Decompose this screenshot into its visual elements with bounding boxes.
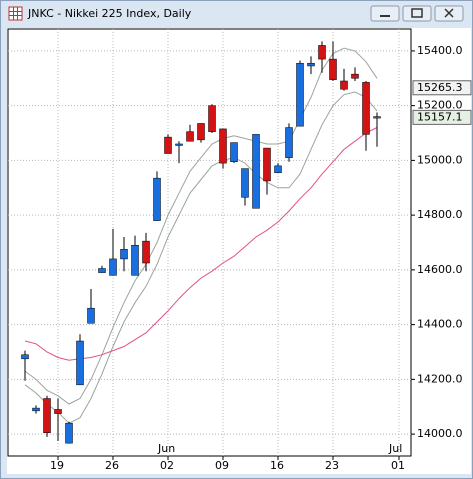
candle-body bbox=[109, 258, 117, 276]
minimize-button[interactable] bbox=[370, 5, 400, 22]
candle-body bbox=[43, 398, 51, 433]
app-icon bbox=[8, 6, 23, 21]
candle-body bbox=[329, 58, 337, 80]
candle-body bbox=[274, 165, 282, 173]
candle-body bbox=[263, 147, 271, 182]
month-label: Jul bbox=[388, 442, 402, 455]
y-tick-label: 15400.0 bbox=[417, 44, 463, 57]
x-tick-label: 01 bbox=[391, 459, 405, 472]
price-label-box bbox=[412, 80, 472, 96]
candle-body bbox=[186, 131, 194, 142]
x-tick-label: 02 bbox=[160, 459, 174, 472]
price-label: 15265.3 bbox=[417, 81, 463, 94]
y-tick-label: 15200.0 bbox=[417, 99, 463, 112]
candle-body bbox=[296, 62, 304, 127]
candle-body bbox=[208, 105, 216, 132]
y-tick-label: 14000.0 bbox=[417, 427, 463, 440]
candle-body bbox=[241, 168, 249, 198]
candle-body bbox=[131, 244, 139, 276]
candle-body bbox=[175, 143, 183, 146]
window-title: JNKC - Nikkei 225 Index, Daily bbox=[27, 7, 192, 20]
plot-group bbox=[8, 29, 411, 456]
x-tick-label: 23 bbox=[325, 459, 339, 472]
indicator-line bbox=[24, 47, 378, 405]
plot-area bbox=[7, 28, 412, 457]
candle-body bbox=[285, 127, 293, 158]
candle-body bbox=[87, 307, 95, 324]
x-tick-label: 19 bbox=[50, 459, 64, 472]
candle-body bbox=[362, 82, 370, 135]
candle-body bbox=[197, 123, 205, 141]
candle-body bbox=[318, 45, 326, 60]
price-label-box bbox=[412, 109, 472, 125]
x-tick-label: 26 bbox=[105, 459, 119, 472]
candle-body bbox=[32, 407, 40, 412]
candle-body bbox=[230, 142, 238, 163]
candle-body bbox=[373, 116, 381, 119]
y-tick-label: 14800.0 bbox=[417, 208, 463, 221]
candle-body bbox=[252, 134, 260, 209]
y-tick-label: 14600.0 bbox=[417, 263, 463, 276]
app-icon-grid bbox=[9, 7, 22, 20]
close-icon bbox=[444, 8, 454, 18]
candle-body bbox=[76, 340, 84, 386]
indicator-line bbox=[24, 91, 378, 424]
candle-body bbox=[65, 422, 73, 444]
candle-body bbox=[153, 177, 161, 221]
restore-button[interactable] bbox=[402, 5, 432, 22]
candle-body bbox=[21, 354, 29, 360]
month-label: Jun bbox=[157, 442, 175, 455]
y-tick-label: 15000.0 bbox=[417, 153, 463, 166]
price-label: 15157.1 bbox=[417, 110, 463, 123]
candle-body bbox=[142, 240, 150, 264]
candle-body bbox=[351, 73, 359, 79]
x-tick-label: 16 bbox=[270, 459, 284, 472]
candle-body bbox=[120, 249, 128, 260]
y-tick-label: 14200.0 bbox=[417, 372, 463, 385]
restore-icon bbox=[411, 8, 423, 18]
candle-body bbox=[219, 128, 227, 164]
candle-body bbox=[307, 62, 315, 67]
candle-body bbox=[340, 80, 348, 90]
candle-body bbox=[98, 268, 106, 273]
x-tick-label: 09 bbox=[215, 459, 229, 472]
candle-body bbox=[54, 409, 62, 414]
candle-body bbox=[164, 136, 172, 154]
y-tick-label: 14400.0 bbox=[417, 318, 463, 331]
